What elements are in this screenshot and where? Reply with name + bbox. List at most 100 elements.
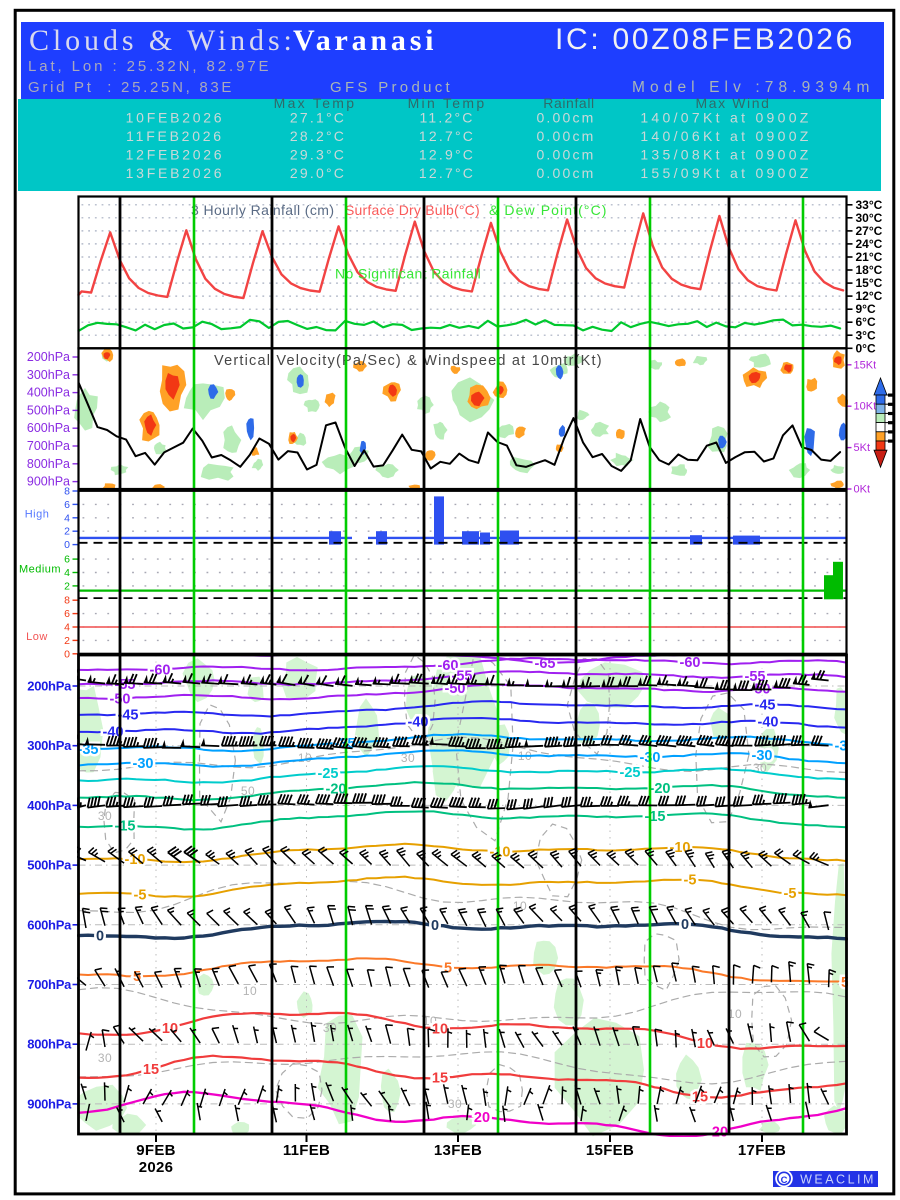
svg-text:12.9°C: 12.9°C — [419, 147, 475, 163]
svg-text:30°C: 30°C — [856, 211, 883, 225]
svg-text:6: 6 — [64, 499, 70, 511]
svg-text:13FEB2026: 13FEB2026 — [126, 165, 225, 181]
svg-text:400hPa: 400hPa — [27, 386, 70, 400]
svg-text:-30: -30 — [133, 756, 154, 772]
svg-text:700hPa: 700hPa — [27, 977, 72, 992]
svg-text:200hPa: 200hPa — [27, 679, 72, 694]
svg-text:-25: -25 — [620, 765, 641, 781]
svg-text:10: 10 — [697, 1036, 713, 1052]
svg-text:900hPa: 900hPa — [27, 475, 70, 489]
svg-text:800hPa: 800hPa — [27, 457, 70, 471]
svg-text:GFS Product: GFS Product — [330, 79, 453, 96]
svg-text:155/09Kt at 0900Z: 155/09Kt at 0900Z — [640, 165, 811, 181]
svg-text:0.00cm: 0.00cm — [536, 128, 595, 144]
svg-text:-15: -15 — [115, 819, 136, 835]
svg-text:-45: -45 — [755, 697, 776, 713]
svg-text:5: 5 — [444, 960, 452, 976]
svg-text:9°C: 9°C — [856, 302, 876, 316]
svg-text:24°C: 24°C — [856, 237, 883, 251]
svg-text:-30: -30 — [752, 748, 773, 764]
svg-text:8: 8 — [64, 486, 70, 498]
svg-text:-60: -60 — [150, 662, 171, 678]
svg-text:-45: -45 — [118, 707, 139, 723]
svg-text:High: High — [25, 509, 50, 521]
svg-text:29.3°C: 29.3°C — [290, 147, 346, 163]
svg-text:-25: -25 — [318, 766, 339, 782]
svg-text:15°C: 15°C — [856, 276, 883, 290]
svg-text:Low: Low — [26, 631, 48, 643]
svg-text:17FEB: 17FEB — [738, 1142, 786, 1159]
svg-text:15: 15 — [432, 1071, 448, 1087]
svg-text:10: 10 — [432, 1022, 448, 1038]
svg-text:10: 10 — [423, 1014, 437, 1028]
svg-text:-5: -5 — [784, 886, 797, 902]
svg-text:3 Hourly Rainfall (cm): 3 Hourly Rainfall (cm) — [191, 202, 334, 218]
svg-text:0: 0 — [96, 929, 104, 945]
svg-text:18°C: 18°C — [856, 263, 883, 277]
svg-text:2: 2 — [64, 635, 70, 647]
svg-text:5Kt: 5Kt — [854, 442, 871, 454]
svg-text:8: 8 — [64, 595, 70, 607]
svg-text:10: 10 — [728, 1007, 742, 1021]
svg-text:0°C: 0°C — [856, 341, 876, 355]
svg-text:0: 0 — [64, 539, 70, 551]
svg-text:900hPa: 900hPa — [27, 1096, 72, 1111]
svg-text:5: 5 — [841, 975, 849, 991]
svg-text:200hPa: 200hPa — [27, 350, 70, 364]
svg-text:0: 0 — [431, 918, 439, 934]
svg-text:& Dew Point(°C): & Dew Point(°C) — [489, 202, 608, 218]
svg-text:3°C: 3°C — [856, 328, 876, 342]
svg-text:Lat, Lon : 25.32N, 82.97E: Lat, Lon : 25.32N, 82.97E — [28, 58, 271, 75]
svg-text:140/07Kt at 0900Z: 140/07Kt at 0900Z — [640, 110, 811, 126]
svg-text:600hPa: 600hPa — [27, 421, 70, 435]
svg-text:300hPa: 300hPa — [27, 368, 70, 382]
svg-text:2026: 2026 — [139, 1159, 174, 1176]
svg-text:Rainfall: Rainfall — [543, 95, 595, 111]
svg-text:20: 20 — [474, 1110, 490, 1126]
svg-text:600hPa: 600hPa — [27, 917, 72, 932]
svg-text:Medium: Medium — [19, 563, 61, 575]
svg-text:33°C: 33°C — [856, 198, 883, 212]
svg-text:6: 6 — [64, 554, 70, 566]
svg-text:10: 10 — [298, 751, 312, 765]
svg-text:4: 4 — [64, 512, 70, 524]
svg-text:No Significant Rainfall: No Significant Rainfall — [335, 266, 481, 282]
svg-text:400hPa: 400hPa — [27, 798, 72, 813]
svg-text:0.00cm: 0.00cm — [536, 147, 595, 163]
svg-text:15Kt: 15Kt — [854, 359, 877, 371]
svg-text:135/08Kt at 0900Z: 135/08Kt at 0900Z — [640, 147, 811, 163]
svg-text:10FEB2026: 10FEB2026 — [126, 110, 225, 126]
svg-text:12FEB2026: 12FEB2026 — [126, 147, 225, 163]
svg-text:C: C — [781, 1175, 788, 1186]
svg-text:13FEB: 13FEB — [434, 1142, 482, 1159]
svg-text:10: 10 — [243, 984, 257, 998]
svg-text:12.7°C: 12.7°C — [419, 128, 475, 144]
svg-text:6°C: 6°C — [856, 315, 876, 329]
svg-text:12°C: 12°C — [856, 289, 883, 303]
svg-text:0.00cm: 0.00cm — [536, 110, 595, 126]
svg-text:28.2°C: 28.2°C — [290, 128, 346, 144]
svg-text:-5: -5 — [684, 872, 697, 888]
svg-text:IC: 00Z08FEB2026: IC: 00Z08FEB2026 — [555, 23, 855, 56]
svg-text:Surface Dry Bulb(°C): Surface Dry Bulb(°C) — [345, 202, 480, 218]
svg-text:800hPa: 800hPa — [27, 1037, 72, 1052]
svg-text:15: 15 — [143, 1062, 159, 1078]
svg-text:-5: -5 — [134, 888, 147, 904]
svg-text:Model Elv :78.9394m: Model Elv :78.9394m — [632, 79, 875, 96]
svg-text:4: 4 — [64, 622, 70, 634]
svg-text:0: 0 — [64, 648, 70, 660]
svg-text:Grid Pt : 25.25N, 83E: Grid Pt : 25.25N, 83E — [28, 79, 234, 96]
svg-text:0: 0 — [681, 917, 689, 933]
svg-text:29.0°C: 29.0°C — [290, 165, 346, 181]
svg-text:Vertical Velocity(Pa/Sec) & Wi: Vertical Velocity(Pa/Sec) & Windspeed at… — [214, 353, 603, 369]
svg-text:12.7°C: 12.7°C — [419, 165, 475, 181]
svg-text:30: 30 — [401, 751, 415, 765]
svg-text:10Kt: 10Kt — [854, 401, 877, 413]
svg-text:500hPa: 500hPa — [27, 858, 72, 873]
svg-text:-60: -60 — [680, 655, 701, 671]
svg-text:9FEB: 9FEB — [136, 1142, 176, 1159]
svg-text:2: 2 — [64, 526, 70, 538]
svg-text:0Kt: 0Kt — [854, 484, 871, 496]
svg-text:140/06Kt at 0900Z: 140/06Kt at 0900Z — [640, 128, 811, 144]
svg-text:21°C: 21°C — [856, 250, 883, 264]
